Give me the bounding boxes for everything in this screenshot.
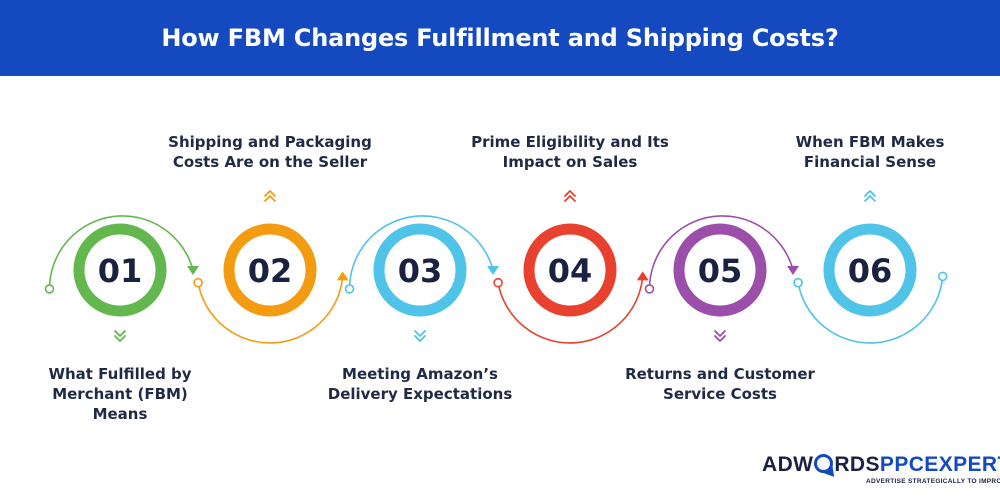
step-04-label-line-2: Impact on Sales (502, 153, 638, 171)
step-03-chevron-icon-1 (414, 330, 426, 337)
step-03-arrow-icon (487, 266, 499, 275)
step-05-label-line-2: Service Costs (663, 385, 777, 403)
step-05-label-line-1: Returns and Customer (625, 365, 815, 383)
step-02-label-line-2: Costs Are on the Seller (172, 153, 368, 171)
logo-tagline: ADVERTISE STRATEGICALLY TO IMPROVE ROI (866, 478, 1000, 485)
logo-brand-part2: RDS (834, 453, 880, 476)
step-03-label: Meeting Amazon’s Delivery Expectations (310, 364, 530, 404)
step-05-chevron-icon-2 (714, 335, 726, 342)
step-04-label-line-1: Prime Eligibility and Its (471, 133, 669, 151)
logo-brand: ADW RDSPPCEXPERT (762, 453, 1000, 481)
step-02-label-line-1: Shipping and Packaging (168, 133, 372, 151)
step-04-arrow-icon (636, 271, 649, 281)
logo-o-icon (814, 454, 840, 481)
step-03-label-line-2: Delivery Expectations (327, 385, 513, 403)
step-06-arc-dot (793, 277, 803, 288)
step-05-arrow-icon (787, 266, 799, 275)
step-01-label-line-3: Means (92, 405, 148, 423)
step-01-chevron-icon-2 (114, 335, 126, 342)
step-06-chevron-icon-1 (864, 195, 876, 202)
step-04-number: 04 (548, 252, 593, 290)
step-02-chevron-icon-1 (264, 195, 276, 202)
step-05-arc-dot (644, 284, 655, 294)
step-06-number: 06 (848, 252, 893, 290)
step-04-label: Prime Eligibility and Its Impact on Sales (460, 132, 680, 172)
step-02-ring (223, 223, 317, 317)
step-01-label-line-1: What Fulfilled by (48, 365, 192, 383)
step-06-chevron-icon-2 (864, 190, 876, 197)
step-02-arc-dot (193, 277, 203, 288)
step-05-arc (648, 215, 794, 289)
step-01-label-line-2: Merchant (FBM) (52, 385, 188, 403)
step-01-ring (73, 223, 167, 317)
step-03-arc-dot (344, 284, 355, 294)
step-02-chevron-icon-2 (264, 190, 276, 197)
step-03-chevron-icon-2 (414, 335, 426, 342)
step-04-arc (497, 276, 644, 344)
step-03-label-line-1: Meeting Amazon’s (342, 365, 498, 383)
page-title: How FBM Changes Fulfillment and Shipping… (161, 24, 839, 52)
step-04-chevron-icon-2 (564, 190, 576, 197)
logo: ADW RDSPPCEXPERT ADVERTISE STRATEGICALLY … (762, 453, 1000, 489)
step-06-arc (797, 276, 944, 344)
step-04-arc-dot (493, 277, 503, 288)
step-05-chevron-icon-1 (714, 330, 726, 337)
step-06-label-line-2: Financial Sense (803, 153, 937, 171)
step-06-ring (823, 223, 917, 317)
step-05-number: 05 (698, 252, 743, 290)
step-03-arc (348, 215, 494, 289)
step-02-number: 02 (248, 252, 293, 290)
step-03-ring (373, 223, 467, 317)
step-05-label: Returns and Customer Service Costs (610, 364, 830, 404)
step-05-ring (673, 223, 767, 317)
step-06-arc-end-dot (937, 271, 948, 282)
logo-brand-part3: PPCEXPERT (879, 453, 1000, 476)
step-04-ring (523, 223, 617, 317)
step-02-arrow-icon (336, 271, 349, 281)
step-06-label-line-1: When FBM Makes (795, 133, 945, 151)
step-01-arc-dot (44, 284, 55, 294)
step-03-number: 03 (398, 252, 443, 290)
step-02-label: Shipping and Packaging Costs Are on the S… (160, 132, 380, 172)
step-01-chevron-icon-1 (114, 330, 126, 337)
header-banner: How FBM Changes Fulfillment and Shipping… (0, 0, 1000, 76)
step-01-number: 01 (98, 252, 143, 290)
step-06-label: When FBM Makes Financial Sense (760, 132, 980, 172)
step-01-label: What Fulfilled by Merchant (FBM) Means (10, 364, 230, 424)
step-04-chevron-icon-1 (564, 195, 576, 202)
step-01-arc (48, 215, 194, 289)
logo-brand-part1: ADW (762, 453, 814, 476)
step-02-arc (197, 276, 344, 344)
step-01-arrow-icon (187, 266, 199, 275)
